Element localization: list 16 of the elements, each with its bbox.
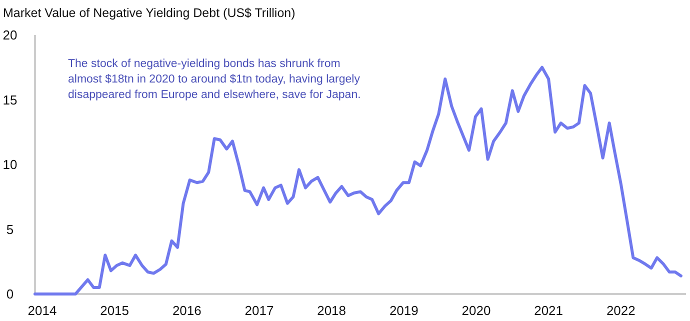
x-tick-label: 2019 [389, 303, 418, 318]
x-tick-label: 2022 [606, 303, 636, 318]
x-tick-label: 2020 [462, 303, 491, 318]
x-tick-label: 2016 [172, 303, 202, 318]
x-tick-label: 2017 [244, 303, 274, 318]
x-tick-label: 2018 [317, 303, 346, 318]
x-tick-label: 2014 [28, 303, 57, 318]
y-tick-label: 20 [2, 28, 18, 43]
y-tick-label: 5 [6, 222, 14, 237]
y-tick-label: 15 [2, 92, 18, 108]
chart-title: Market Value of Negative Yielding Debt (US$ Trillion) [3, 6, 296, 20]
x-tick-label: 2021 [534, 303, 564, 318]
y-tick-label: 0 [6, 286, 14, 302]
x-tick-label: 2015 [100, 303, 130, 318]
y-tick-label: 10 [2, 157, 18, 172]
annotation: The stock of negative-yielding bonds has shrunk from almost $18tn in 2020 to around $1tn today, having largely disappeared from Europe and elsewhere, save for Japan. [68, 58, 361, 101]
